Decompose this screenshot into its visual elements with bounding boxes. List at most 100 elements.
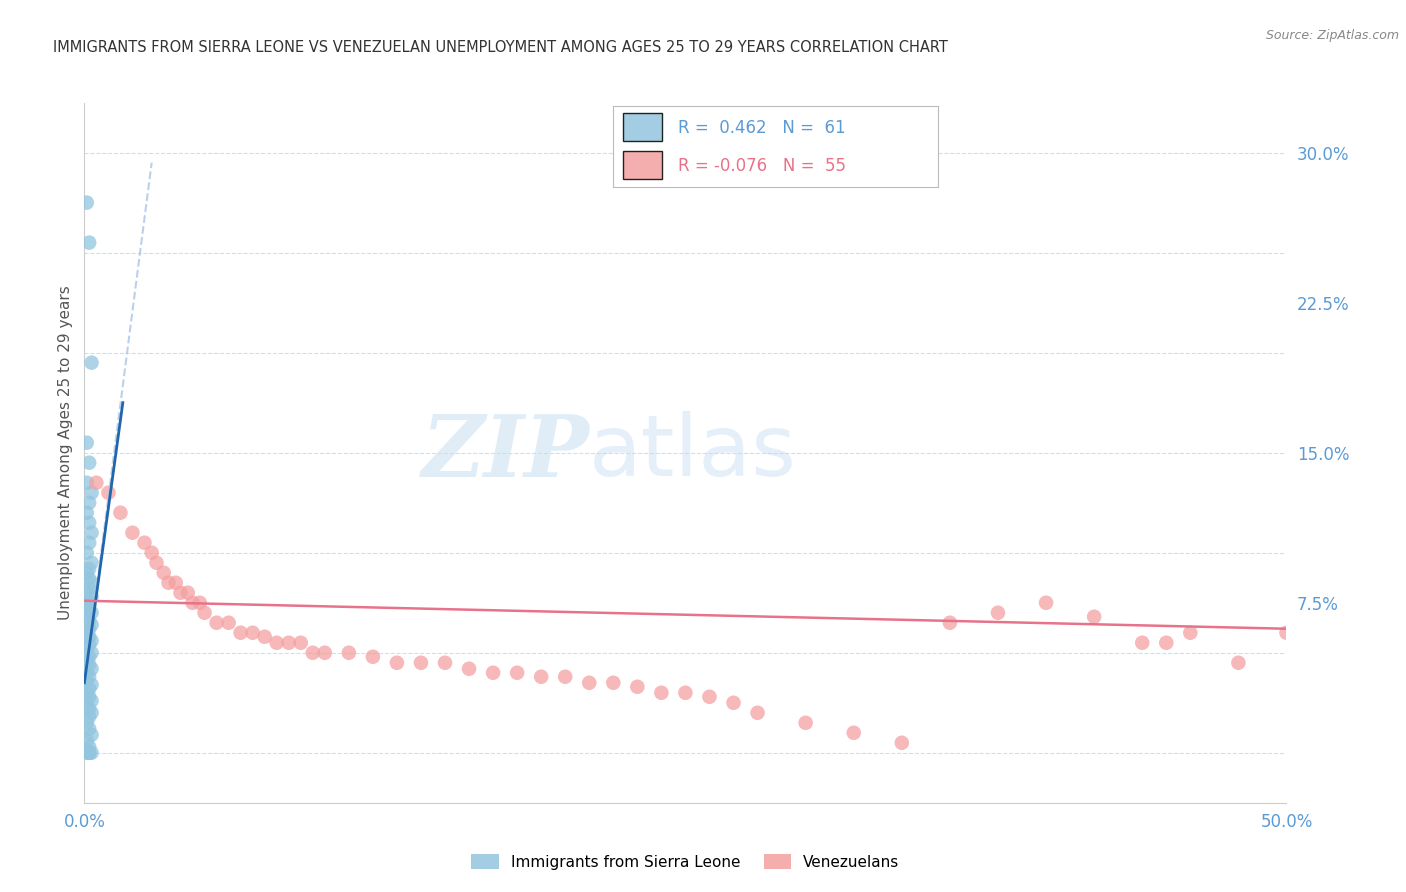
Point — [266, 636, 288, 650]
Point — [747, 706, 769, 720]
Point — [578, 675, 600, 690]
Point — [77, 582, 100, 596]
Point — [77, 690, 100, 704]
Point — [1227, 656, 1250, 670]
Point — [76, 586, 98, 600]
Point — [80, 678, 103, 692]
Point — [77, 670, 100, 684]
Point — [80, 746, 103, 760]
Point — [77, 572, 100, 586]
Point — [890, 736, 912, 750]
Point — [1035, 596, 1057, 610]
Point — [77, 657, 100, 672]
Point — [194, 606, 217, 620]
Point — [1083, 609, 1105, 624]
Point — [554, 670, 576, 684]
Point — [76, 665, 98, 680]
Point — [337, 646, 360, 660]
Point — [530, 670, 553, 684]
Point — [76, 715, 98, 730]
Point — [361, 649, 384, 664]
Point — [80, 556, 103, 570]
Point — [76, 195, 98, 210]
Y-axis label: Unemployment Among Ages 25 to 29 years: Unemployment Among Ages 25 to 29 years — [58, 285, 73, 620]
Point — [76, 733, 98, 747]
Point — [77, 593, 100, 607]
Point — [80, 706, 103, 720]
Point — [80, 485, 103, 500]
Point — [76, 673, 98, 688]
Point — [1130, 636, 1153, 650]
Point — [110, 506, 132, 520]
Point — [121, 525, 143, 540]
Point — [794, 715, 817, 730]
Point — [76, 506, 98, 520]
Point — [77, 702, 100, 716]
Point — [145, 556, 167, 570]
Point — [506, 665, 529, 680]
Point — [229, 625, 252, 640]
Point — [76, 598, 98, 612]
Point — [77, 722, 100, 736]
Point — [181, 596, 204, 610]
Point — [939, 615, 962, 630]
Point — [80, 575, 103, 590]
Point — [76, 641, 98, 656]
Point — [77, 516, 100, 530]
Point — [76, 609, 98, 624]
Point — [253, 630, 276, 644]
Point — [77, 638, 100, 652]
Point — [80, 617, 103, 632]
Point — [77, 739, 100, 754]
Point — [290, 636, 312, 650]
Point — [458, 662, 481, 676]
Point — [699, 690, 721, 704]
Text: Source: ZipAtlas.com: Source: ZipAtlas.com — [1265, 29, 1399, 42]
Point — [77, 649, 100, 664]
Point — [76, 686, 98, 700]
Point — [80, 590, 103, 604]
Point — [723, 696, 745, 710]
Point — [77, 235, 100, 250]
Point — [409, 656, 432, 670]
Point — [76, 546, 98, 560]
Point — [1180, 625, 1202, 640]
Point — [157, 575, 180, 590]
Point — [188, 596, 211, 610]
Point — [77, 630, 100, 644]
Text: ZIP: ZIP — [422, 411, 589, 494]
Point — [169, 586, 191, 600]
Point — [77, 746, 100, 760]
Point — [165, 575, 187, 590]
Point — [76, 625, 98, 640]
Point — [76, 654, 98, 668]
Point — [80, 662, 103, 676]
Point — [76, 746, 98, 760]
Point — [77, 710, 100, 724]
Point — [77, 601, 100, 615]
Point — [80, 356, 103, 370]
Point — [77, 622, 100, 636]
Point — [134, 535, 156, 549]
Legend: Immigrants from Sierra Leone, Venezuelans: Immigrants from Sierra Leone, Venezuelan… — [465, 847, 905, 876]
Point — [76, 744, 98, 758]
Text: IMMIGRANTS FROM SIERRA LEONE VS VENEZUELAN UNEMPLOYMENT AMONG AGES 25 TO 29 YEAR: IMMIGRANTS FROM SIERRA LEONE VS VENEZUEL… — [53, 40, 948, 55]
Point — [177, 586, 200, 600]
Point — [314, 646, 336, 660]
Point — [80, 728, 103, 742]
Point — [385, 656, 408, 670]
Text: atlas: atlas — [589, 411, 797, 494]
Point — [77, 535, 100, 549]
Point — [141, 546, 163, 560]
Point — [80, 694, 103, 708]
Point — [77, 746, 100, 760]
Point — [626, 680, 648, 694]
Point — [218, 615, 240, 630]
Point — [842, 726, 865, 740]
Point — [76, 475, 98, 490]
Point — [1275, 625, 1298, 640]
Point — [277, 636, 299, 650]
Point — [80, 646, 103, 660]
Point — [86, 475, 108, 490]
Point — [76, 435, 98, 450]
